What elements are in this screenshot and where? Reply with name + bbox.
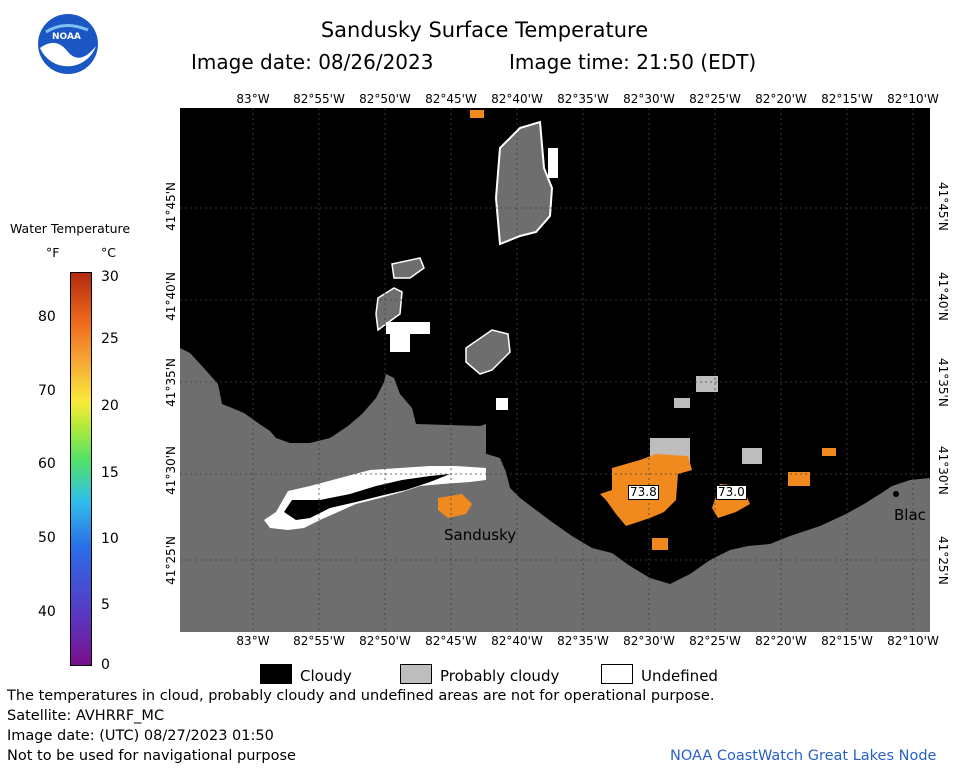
key-label-undefined: Undefined — [641, 667, 718, 685]
lon-label: 82°15'W — [821, 92, 873, 106]
lon-label: 82°55'W — [293, 92, 345, 106]
lon-label: 82°40'W — [491, 92, 543, 106]
land-mass — [180, 348, 930, 632]
blac-marker — [893, 491, 899, 497]
image-time: Image time: 21:50 (EDT) — [509, 50, 757, 74]
cloud-strip — [284, 474, 450, 520]
place-label-blac: Blac — [894, 506, 926, 524]
noaa-logo-text: NOAA — [52, 32, 81, 42]
lon-label: 82°15'W — [821, 634, 873, 648]
lon-label: 82°30'W — [623, 634, 675, 648]
lon-label: 82°45'W — [425, 634, 477, 648]
c-tick: 10 — [101, 531, 119, 547]
lat-label: 41°30'N — [936, 446, 950, 495]
lat-label: 41°40'N — [936, 272, 950, 321]
lon-label: 82°45'W — [425, 92, 477, 106]
lon-label: 82°55'W — [293, 634, 345, 648]
footer-satellite: Satellite: AVHRRF_MC — [7, 708, 165, 724]
lat-label: 41°35'N — [936, 358, 950, 407]
f-tick: 70 — [38, 383, 56, 399]
legend-unit-f: °F — [46, 245, 60, 260]
key-swatch-probably-cloudy — [400, 664, 432, 684]
lon-label: 82°35'W — [557, 634, 609, 648]
c-tick: 5 — [101, 597, 110, 613]
key-swatch-undefined — [601, 664, 633, 684]
noaa-logo: NOAA — [36, 12, 100, 76]
undefined-patch-3 — [548, 148, 558, 178]
undefined-patch-2 — [390, 334, 410, 352]
lat-label: 41°45'N — [936, 182, 950, 231]
lat-label: 41°45'N — [164, 182, 178, 231]
f-tick: 40 — [38, 604, 56, 620]
lon-label: 82°10'W — [887, 634, 939, 648]
probably-cloudy-4 — [742, 448, 762, 464]
place-label-sandusky: Sandusky — [444, 526, 517, 544]
c-tick: 15 — [101, 465, 119, 481]
key-label-cloudy: Cloudy — [300, 667, 352, 685]
lon-label: 83°W — [236, 92, 270, 106]
footer-disclaimer: The temperatures in cloud, probably clou… — [7, 688, 715, 704]
undefined-patch-4 — [496, 398, 508, 410]
lon-label: 82°40'W — [491, 634, 543, 648]
legend-unit-c: °C — [101, 245, 116, 260]
c-tick: 25 — [101, 331, 119, 347]
image-datetime: Image date: 08/26/2023 Image time: 21:50… — [0, 50, 969, 76]
lon-label: 82°20'W — [755, 634, 807, 648]
c-tick: 30 — [101, 269, 119, 285]
lon-label: 82°50'W — [359, 92, 411, 106]
lon-label: 82°35'W — [557, 92, 609, 106]
c-tick: 0 — [101, 657, 110, 673]
island-kelleys — [494, 120, 554, 246]
image-date: Image date: 08/26/2023 — [191, 50, 434, 74]
lon-label: 82°25'W — [689, 92, 741, 106]
lon-label: 82°30'W — [623, 92, 675, 106]
lon-label: 83°W — [236, 634, 270, 648]
lon-label: 82°10'W — [887, 92, 939, 106]
f-tick: 50 — [38, 530, 56, 546]
legend-title: Water Temperature — [10, 221, 131, 236]
probably-cloudy-1 — [696, 376, 718, 392]
lon-label: 82°25'W — [689, 634, 741, 648]
key-swatch-cloudy — [260, 664, 292, 684]
warm-water-5 — [822, 448, 836, 456]
credit-link[interactable]: NOAA CoastWatch Great Lakes Node — [670, 748, 937, 764]
f-tick: 80 — [38, 309, 56, 325]
lat-label: 41°25'N — [164, 536, 178, 585]
island-small — [391, 257, 425, 279]
temperature-label: 73.0 — [716, 485, 747, 500]
lat-label: 41°40'N — [164, 272, 178, 321]
key-label-probably-cloudy: Probably cloudy — [440, 667, 560, 685]
undefined-patch-1 — [386, 322, 430, 334]
graticule — [180, 108, 930, 632]
warm-water-4 — [788, 472, 810, 486]
map-panel: Sandusky Blac 73.8 73.0 — [180, 108, 930, 632]
lat-label: 41°35'N — [164, 358, 178, 407]
lat-label: 41°25'N — [936, 536, 950, 585]
lat-label: 41°30'N — [164, 446, 178, 495]
f-tick: 60 — [38, 456, 56, 472]
temperature-colorbar — [70, 272, 92, 666]
footer-utc-date: Image date: (UTC) 08/27/2023 01:50 — [7, 728, 274, 744]
map-title: Sandusky Surface Temperature — [320, 18, 649, 42]
lon-label: 82°50'W — [359, 634, 411, 648]
warm-water-6 — [438, 494, 472, 518]
island-bass — [375, 287, 403, 332]
undefined-strip — [264, 466, 486, 530]
probably-cloudy-2 — [674, 398, 690, 408]
warm-water-7 — [470, 110, 484, 118]
lon-label: 82°20'W — [755, 92, 807, 106]
c-tick: 20 — [101, 398, 119, 414]
temperature-label: 73.8 — [628, 485, 659, 500]
warm-water-3 — [652, 538, 668, 550]
island-catawba — [465, 329, 511, 375]
footer-navigation-warning: Not to be used for navigational purpose — [7, 748, 296, 764]
